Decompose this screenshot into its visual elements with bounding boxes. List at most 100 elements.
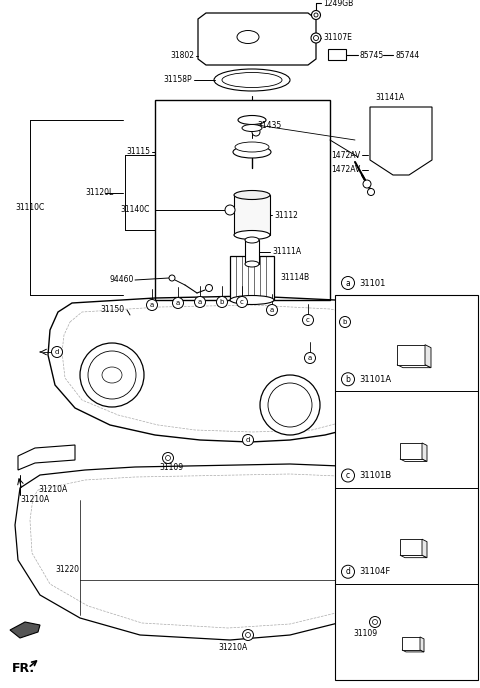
- Ellipse shape: [238, 116, 266, 125]
- Text: 31107E: 31107E: [323, 34, 352, 43]
- Circle shape: [237, 297, 248, 308]
- Text: a: a: [198, 299, 202, 305]
- Circle shape: [242, 435, 253, 446]
- Text: 31120L: 31120L: [85, 188, 113, 197]
- Circle shape: [260, 375, 320, 435]
- Polygon shape: [420, 637, 424, 652]
- Circle shape: [341, 469, 355, 482]
- Circle shape: [312, 10, 321, 19]
- Ellipse shape: [230, 296, 274, 305]
- Text: 31141A: 31141A: [375, 92, 404, 102]
- Ellipse shape: [234, 191, 270, 200]
- Polygon shape: [198, 13, 316, 65]
- Circle shape: [51, 347, 62, 358]
- Circle shape: [88, 351, 136, 399]
- Text: 31109: 31109: [353, 630, 377, 638]
- Circle shape: [166, 455, 170, 460]
- Bar: [328, 49, 346, 60]
- Circle shape: [368, 189, 374, 195]
- Circle shape: [341, 277, 355, 290]
- Text: c: c: [346, 471, 350, 480]
- Polygon shape: [18, 445, 75, 470]
- Ellipse shape: [235, 142, 269, 152]
- Text: 31110C: 31110C: [15, 203, 44, 212]
- Polygon shape: [400, 539, 422, 555]
- Polygon shape: [10, 622, 40, 638]
- Ellipse shape: [234, 230, 270, 239]
- Circle shape: [194, 297, 205, 308]
- Text: 31802: 31802: [170, 52, 194, 61]
- Bar: [245, 240, 259, 264]
- Polygon shape: [425, 345, 431, 367]
- Text: 31101A: 31101A: [359, 375, 391, 384]
- Text: 31150: 31150: [100, 305, 124, 314]
- Text: 31115: 31115: [126, 147, 150, 156]
- Circle shape: [341, 566, 355, 578]
- Ellipse shape: [245, 261, 259, 267]
- Ellipse shape: [222, 72, 282, 87]
- Text: 31220: 31220: [55, 566, 79, 574]
- Bar: [155, 100, 330, 300]
- Ellipse shape: [233, 146, 271, 158]
- Text: 31109: 31109: [159, 464, 183, 473]
- Text: a: a: [270, 307, 274, 313]
- Circle shape: [304, 352, 315, 363]
- Ellipse shape: [214, 69, 290, 91]
- Text: 31101: 31101: [359, 279, 385, 288]
- Bar: [335, 295, 478, 680]
- Circle shape: [169, 275, 175, 281]
- Polygon shape: [397, 345, 425, 365]
- Ellipse shape: [102, 367, 122, 383]
- Polygon shape: [397, 365, 431, 367]
- Polygon shape: [422, 539, 427, 558]
- Circle shape: [266, 305, 277, 316]
- Circle shape: [314, 13, 318, 17]
- Text: b: b: [346, 375, 350, 384]
- Bar: [230, 256, 274, 300]
- Circle shape: [242, 630, 253, 641]
- Text: FR.: FR.: [12, 661, 35, 674]
- Circle shape: [370, 616, 381, 627]
- Text: d: d: [55, 349, 59, 355]
- Polygon shape: [400, 555, 427, 558]
- Text: 1472AV: 1472AV: [331, 166, 360, 175]
- Text: d: d: [246, 437, 250, 443]
- Circle shape: [302, 314, 313, 325]
- Text: 31210A: 31210A: [38, 486, 67, 495]
- Circle shape: [311, 33, 321, 43]
- Text: d: d: [346, 567, 350, 577]
- Text: 31101B: 31101B: [359, 471, 391, 480]
- Text: 31435: 31435: [257, 120, 281, 129]
- Text: 31104F: 31104F: [359, 567, 390, 577]
- Circle shape: [252, 128, 260, 136]
- Text: 31210A: 31210A: [20, 495, 49, 504]
- Text: 31210A: 31210A: [218, 643, 247, 652]
- Text: 31140C: 31140C: [120, 206, 150, 215]
- Text: a: a: [176, 300, 180, 306]
- Circle shape: [341, 373, 355, 386]
- Circle shape: [163, 453, 173, 464]
- Circle shape: [363, 180, 371, 188]
- Text: a: a: [346, 279, 350, 288]
- Circle shape: [205, 285, 213, 292]
- Polygon shape: [402, 637, 420, 650]
- Text: b: b: [343, 319, 347, 325]
- Text: b: b: [220, 299, 224, 305]
- Circle shape: [372, 619, 377, 625]
- Ellipse shape: [245, 237, 259, 243]
- Circle shape: [313, 36, 319, 41]
- Circle shape: [339, 316, 350, 327]
- Text: c: c: [240, 299, 244, 305]
- Text: a: a: [308, 355, 312, 361]
- Text: a: a: [150, 302, 154, 308]
- Circle shape: [216, 297, 228, 308]
- Polygon shape: [48, 296, 408, 442]
- Circle shape: [245, 632, 251, 638]
- Circle shape: [146, 299, 157, 310]
- Bar: [234, 195, 270, 235]
- Polygon shape: [422, 443, 427, 462]
- Ellipse shape: [242, 125, 262, 131]
- Polygon shape: [15, 464, 418, 640]
- Circle shape: [268, 383, 312, 427]
- Circle shape: [80, 343, 144, 407]
